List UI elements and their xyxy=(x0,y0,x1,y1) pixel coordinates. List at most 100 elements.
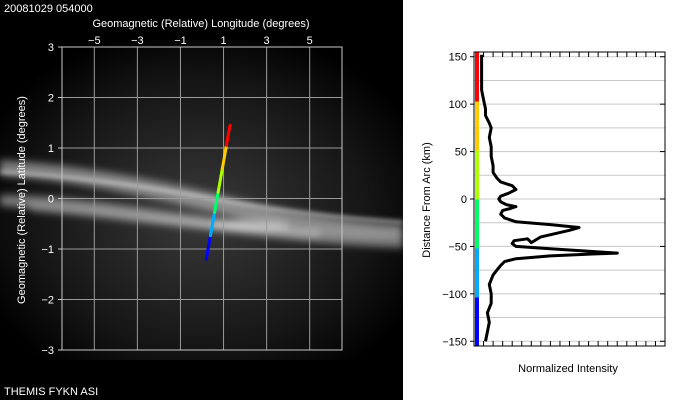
aurora-arc-bright xyxy=(0,170,403,224)
color-bar-segment xyxy=(475,301,479,308)
color-bar-segment xyxy=(475,125,479,131)
color-bar-segment xyxy=(475,311,479,318)
y-tick-label: −2 xyxy=(41,295,54,307)
x-axis-title: Geomagnetic (Relative) Longitude (degree… xyxy=(92,18,309,30)
color-bar-segment xyxy=(475,145,479,151)
color-bar-segment xyxy=(475,120,479,126)
x-tick-labels: −5 −3 −1 1 3 5 xyxy=(88,35,313,47)
color-bar-segment xyxy=(475,199,479,205)
color-bar-segment xyxy=(475,52,479,58)
color-bar-segment xyxy=(475,297,479,303)
color-bar-segment xyxy=(475,223,479,229)
profile-grid xyxy=(474,56,665,342)
distance-tick-labels: −150 −100 −50 0 50 100 150 xyxy=(442,52,665,348)
color-bar-segment xyxy=(475,331,479,337)
y-tick-label: −50 xyxy=(448,241,467,253)
color-bar-segment xyxy=(475,326,479,332)
color-bar-segment xyxy=(475,272,479,278)
intensity-ticks xyxy=(473,52,666,346)
color-bar-segment xyxy=(475,292,479,298)
color-bar-segment xyxy=(475,194,479,200)
intensity-axis-title: Normalized Intensity xyxy=(518,363,618,375)
color-bar-segment xyxy=(475,169,479,175)
x-tick-label: −5 xyxy=(88,35,101,47)
color-bar-segment xyxy=(475,238,479,244)
all-sky-image-panel: −5 −3 −1 1 3 5 −3 −2 −1 0 1 2 3 20081029 054000 Geo… xyxy=(0,0,403,400)
color-bar-segment xyxy=(475,252,479,259)
footer-label: THEMIS FYKN ASI xyxy=(4,386,98,398)
color-bar-segment xyxy=(475,306,479,313)
color-bar-segment xyxy=(475,56,479,63)
color-bar-segment xyxy=(475,233,479,239)
color-bar-segment xyxy=(475,86,479,92)
color-bar-segment xyxy=(475,257,479,264)
distance-color-bar xyxy=(475,52,479,347)
color-bar-segment xyxy=(475,91,479,97)
color-bar-segment xyxy=(475,174,479,180)
y-axis-title: Geomagnetic (Relative) Latitude (degrees… xyxy=(16,96,28,304)
color-bar-segment xyxy=(475,71,479,77)
y-tick-label: 150 xyxy=(449,52,467,64)
color-bar-segment xyxy=(475,287,479,293)
color-bar-segment xyxy=(475,267,479,273)
color-bar-segment xyxy=(475,316,479,322)
color-bar-segment xyxy=(475,135,479,141)
x-tick-label: 5 xyxy=(307,35,313,47)
scan-line xyxy=(204,123,232,261)
color-bar-segment xyxy=(475,208,479,215)
y-tick-label: 0 xyxy=(461,194,467,206)
color-bar-segment xyxy=(475,159,479,166)
y-tick-label: −150 xyxy=(442,336,467,348)
distance-axis-title: Distance From Arc (km) xyxy=(421,142,433,258)
color-bar-segment xyxy=(475,213,479,220)
color-bar-segment xyxy=(475,96,479,102)
color-bar-segment xyxy=(475,248,479,254)
y-tick-labels: −3 −2 −1 0 1 2 3 xyxy=(41,42,62,357)
color-bar-segment xyxy=(475,218,479,224)
scan-line-segment xyxy=(227,123,232,131)
y-tick-label: −3 xyxy=(41,345,54,357)
x-tick-label: −3 xyxy=(131,35,144,47)
color-bar-segment xyxy=(475,105,479,112)
y-tick-label: 50 xyxy=(455,147,467,159)
y-tick-label: 1 xyxy=(48,143,54,155)
color-bar-segment xyxy=(475,277,479,283)
color-bar-segment xyxy=(475,341,479,347)
color-bar-segment xyxy=(475,243,479,249)
color-bar-segment xyxy=(475,115,479,122)
intensity-trace xyxy=(480,54,619,342)
color-bar-segment xyxy=(475,130,479,136)
color-bar-segment xyxy=(475,61,479,68)
timestamp: 20081029 054000 xyxy=(4,3,93,15)
color-bar-segment xyxy=(475,110,479,117)
color-bar-segment xyxy=(475,81,479,87)
color-bar-segment xyxy=(475,321,479,327)
color-bar-segment xyxy=(475,150,479,156)
sky-map-plot: −5 −3 −1 1 3 5 −3 −2 −1 0 1 2 3 20081029 054000 Geo… xyxy=(0,3,403,398)
color-bar-segment xyxy=(475,101,479,107)
y-tick-label: −1 xyxy=(41,244,54,256)
sky-grid xyxy=(62,46,342,351)
color-bar-segment xyxy=(475,140,479,146)
color-bar-segment xyxy=(475,336,479,342)
intensity-profile-plot: −150 −100 −50 0 50 100 150 Distance From Arc (… xyxy=(421,51,666,375)
color-bar-segment xyxy=(475,189,479,195)
x-tick-label: 1 xyxy=(220,35,226,47)
color-bar-segment xyxy=(475,164,479,171)
y-tick-label: 100 xyxy=(449,99,467,111)
color-bar-segment xyxy=(475,154,479,161)
color-bar-segment xyxy=(475,184,479,190)
color-bar-segment xyxy=(475,76,479,82)
color-bar-segment xyxy=(475,262,479,269)
y-tick-label: 0 xyxy=(48,194,54,206)
color-bar-segment xyxy=(475,179,479,185)
x-tick-label: −1 xyxy=(174,35,187,47)
y-tick-label: 3 xyxy=(48,42,54,54)
y-tick-label: −100 xyxy=(442,289,467,301)
color-bar-segment xyxy=(475,228,479,234)
color-bar-segment xyxy=(475,203,479,210)
color-bar-segment xyxy=(475,282,479,288)
color-bar-segment xyxy=(475,66,479,73)
x-tick-label: 3 xyxy=(264,35,270,47)
y-tick-label: 2 xyxy=(48,93,54,105)
